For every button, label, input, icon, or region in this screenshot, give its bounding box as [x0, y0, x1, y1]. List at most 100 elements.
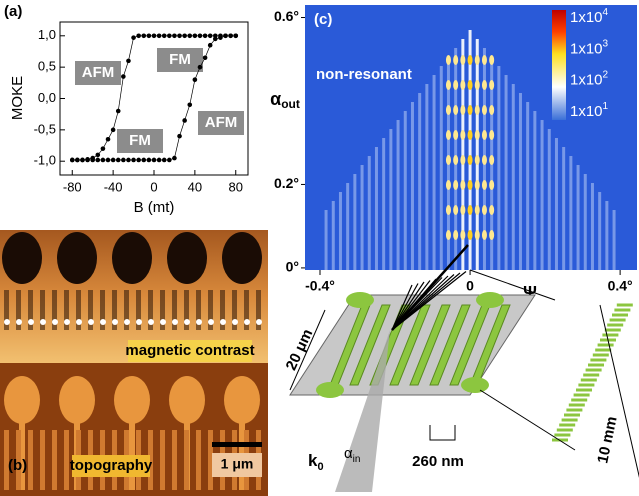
stripe: [52, 430, 57, 490]
spot: [16, 319, 22, 325]
heatmap-streak: [346, 183, 349, 270]
data-point: [162, 158, 167, 163]
heatmap-peak: [482, 155, 487, 165]
data-point: [177, 134, 182, 139]
spot: [64, 319, 70, 325]
data-point: [147, 158, 152, 163]
heatmap-peak: [475, 55, 480, 65]
data-point: [147, 33, 152, 38]
heatmap-streak: [613, 210, 616, 270]
spot: [196, 319, 202, 325]
annotation: FM: [169, 51, 191, 68]
heatmap-peak: [489, 130, 494, 140]
data-point: [96, 153, 101, 158]
spot: [124, 319, 130, 325]
data-point: [126, 59, 131, 64]
heatmap-streak: [605, 201, 608, 270]
heatmap-peak: [468, 230, 473, 240]
heatmap-peak: [468, 80, 473, 90]
annotation: non-resonant: [316, 66, 412, 83]
caption: magnetic contrast: [125, 342, 254, 359]
heatmap-streak: [505, 75, 508, 270]
data-point: [187, 33, 192, 38]
spot: [232, 319, 238, 325]
heatmap-peak: [460, 155, 465, 165]
colorbar-exponent: 4: [603, 7, 609, 18]
symbol: α: [344, 445, 353, 462]
pillar-top: [169, 376, 205, 424]
heatmap-streak: [577, 165, 580, 270]
colorbar-base: 1x10: [570, 9, 603, 26]
data-point: [198, 65, 203, 70]
heatmap-peak: [489, 180, 494, 190]
heatmap-streak: [598, 192, 601, 270]
heatmap-peak: [446, 55, 451, 65]
stripe: [196, 430, 201, 490]
heatmap-streak: [433, 75, 436, 270]
spot: [256, 319, 262, 325]
zoom-line: [480, 390, 575, 450]
heatmap-peak: [482, 230, 487, 240]
data-point: [96, 158, 101, 163]
heatmap-peak: [468, 130, 473, 140]
heatmap-peak: [460, 105, 465, 115]
heatmap-peak: [468, 205, 473, 215]
heatmap-peak: [446, 155, 451, 165]
heatmap-peak: [460, 55, 465, 65]
heatmap-peak: [453, 230, 458, 240]
caption: topography: [70, 457, 153, 474]
data-point: [75, 158, 80, 163]
x-tick-label: -0.4°: [305, 278, 335, 294]
heatmap-peak: [482, 180, 487, 190]
heatmap-streak: [555, 138, 558, 270]
colorbar-base: 1x10: [570, 40, 603, 57]
colorbar: [552, 10, 566, 120]
colorbar-exponent: 3: [603, 38, 609, 49]
spot: [220, 319, 226, 325]
pad: [316, 382, 344, 398]
heatmap-peak: [489, 230, 494, 240]
subscript: out: [281, 97, 300, 111]
y-tick-label: 0°: [286, 259, 299, 275]
pillar-top: [59, 376, 95, 424]
spot: [184, 319, 190, 325]
spot: [100, 319, 106, 325]
annotations: AFMFMFMAFM: [75, 48, 244, 153]
heatmap-peak: [446, 80, 451, 90]
heatmap-peak: [460, 80, 465, 90]
heatmap-streak: [411, 102, 414, 270]
spot: [136, 319, 142, 325]
colorbar-base: 1x10: [570, 72, 603, 89]
heatmap-peak: [446, 180, 451, 190]
heatmap-peak: [468, 180, 473, 190]
pillar-top: [114, 376, 150, 424]
heatmap-peak: [475, 80, 480, 90]
heatmap-streak: [375, 147, 378, 270]
heatmap-peak: [475, 230, 480, 240]
data-point: [182, 33, 187, 38]
heatmap-peak: [475, 155, 480, 165]
heatmap-peak: [446, 130, 451, 140]
y-tick-label: 0,0: [38, 90, 56, 105]
y-tick-label: 0,5: [38, 59, 56, 74]
data-point: [187, 102, 192, 107]
heatmap-streak: [584, 174, 587, 270]
spot: [160, 319, 166, 325]
data-point: [218, 35, 223, 40]
spot: [112, 319, 118, 325]
heatmap-peak: [475, 105, 480, 115]
data-point: [162, 33, 167, 38]
spot: [76, 319, 82, 325]
data-point: [193, 77, 198, 82]
heatmap-peak: [482, 130, 487, 140]
data-point: [182, 118, 187, 123]
stripe: [172, 430, 177, 490]
heatmap-peak: [453, 180, 458, 190]
heatmap-streak: [519, 93, 522, 270]
y-tick-label: -0,5: [34, 121, 56, 136]
data-point: [233, 33, 238, 38]
data-point: [126, 158, 131, 163]
data-point: [172, 156, 177, 161]
domain: [112, 232, 152, 284]
heatmap-streak: [418, 93, 421, 270]
